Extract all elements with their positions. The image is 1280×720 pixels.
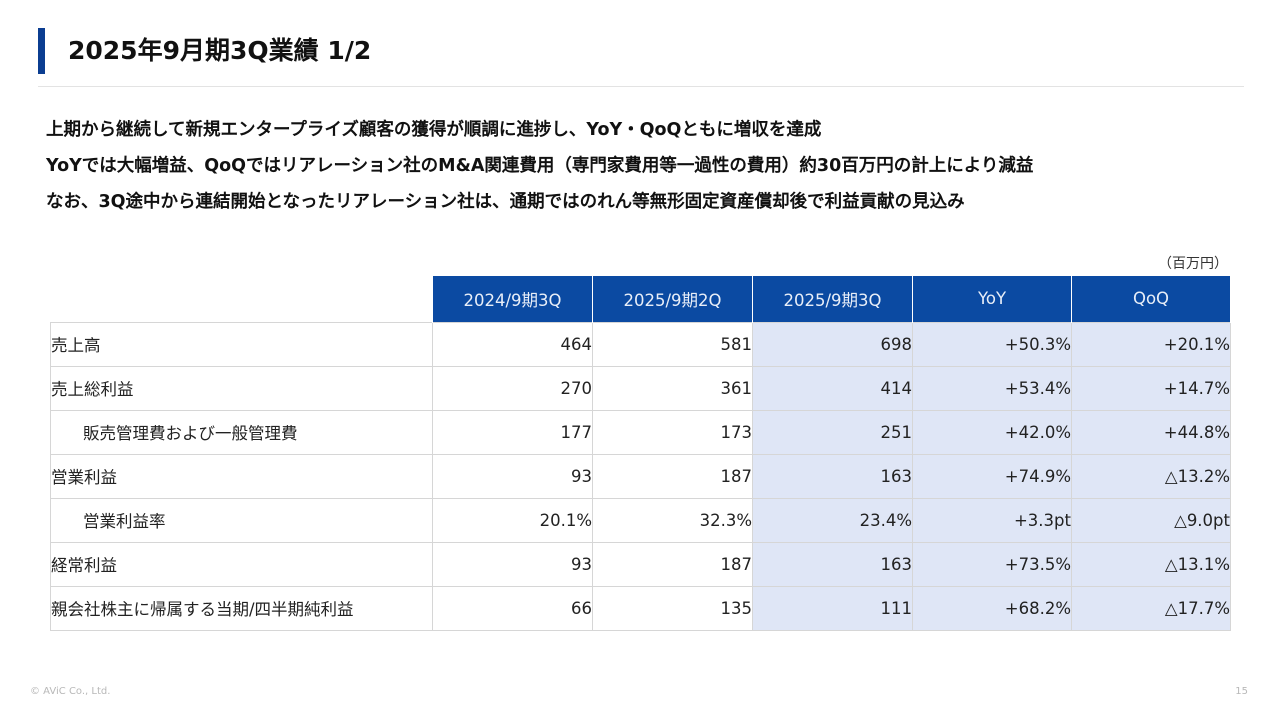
cell-2025-2q: 135 <box>592 585 753 631</box>
cell-yoy: +42.0% <box>912 409 1072 455</box>
cell-2025-2q: 173 <box>592 409 753 455</box>
cell-2025-2q: 187 <box>592 453 753 499</box>
cell-yoy: +50.3% <box>912 321 1072 367</box>
table-header-row: 2024/9期3Q 2025/9期2Q 2025/9期3Q YoY QoQ <box>51 276 1231 322</box>
cell-qoq: +14.7% <box>1071 365 1231 411</box>
page-title: 2025年9月期3Q業績 1/2 <box>68 36 372 65</box>
cell-2025-2q: 361 <box>592 365 753 411</box>
cell-2025-3q: 414 <box>752 365 913 411</box>
row-label: 親会社株主に帰属する当期/四半期純利益 <box>50 585 433 631</box>
cell-2025-3q: 111 <box>752 585 913 631</box>
cell-yoy: +73.5% <box>912 541 1072 587</box>
header-2025-2q: 2025/9期2Q <box>592 276 753 322</box>
cell-2025-3q: 698 <box>752 321 913 367</box>
row-label: 経常利益 <box>50 541 433 587</box>
summary-line-3: なお、3Q途中から連結開始となったリアレーション社は、通期ではのれん等無形固定資… <box>46 192 965 212</box>
cell-2025-2q: 187 <box>592 541 753 587</box>
cell-qoq: +20.1% <box>1071 321 1231 367</box>
cell-2025-3q: 163 <box>752 541 913 587</box>
row-label: 営業利益 <box>50 453 433 499</box>
cell-qoq: △17.7% <box>1071 585 1231 631</box>
title-accent-bar <box>38 28 45 74</box>
table-row: 販売管理費および一般管理費 177 173 251 +42.0% +44.8% <box>50 409 1231 455</box>
cell-2024-3q: 93 <box>432 453 593 499</box>
summary-line-2: YoYでは大幅増益、QoQではリアレーション社のM&A関連費用（専門家費用等一過… <box>46 156 1034 176</box>
row-label: 売上高 <box>50 321 433 367</box>
row-label: 販売管理費および一般管理費 <box>50 409 433 455</box>
cell-qoq: △9.0pt <box>1071 497 1231 543</box>
table-row: 売上高 464 581 698 +50.3% +20.1% <box>50 321 1231 367</box>
header-yoy: YoY <box>912 276 1072 322</box>
title-divider <box>38 86 1244 87</box>
page-number: 15 <box>1235 686 1248 697</box>
copyright-notice: © AViC Co., Ltd. <box>30 686 111 697</box>
header-blank-cell <box>51 276 433 322</box>
cell-yoy: +74.9% <box>912 453 1072 499</box>
cell-2025-2q: 32.3% <box>592 497 753 543</box>
cell-2024-3q: 270 <box>432 365 593 411</box>
cell-2024-3q: 177 <box>432 409 593 455</box>
cell-yoy: +53.4% <box>912 365 1072 411</box>
cell-2025-3q: 251 <box>752 409 913 455</box>
table-row: 売上総利益 270 361 414 +53.4% +14.7% <box>50 365 1231 411</box>
cell-2025-3q: 23.4% <box>752 497 913 543</box>
cell-yoy: +3.3pt <box>912 497 1072 543</box>
summary-line-1: 上期から継続して新規エンタープライズ顧客の獲得が順調に進捗し、YoY・QoQとも… <box>46 120 822 140</box>
cell-2024-3q: 66 <box>432 585 593 631</box>
table-row: 親会社株主に帰属する当期/四半期純利益 66 135 111 +68.2% △1… <box>50 585 1231 631</box>
cell-yoy: +68.2% <box>912 585 1072 631</box>
header-qoq: QoQ <box>1071 276 1231 322</box>
cell-2025-3q: 163 <box>752 453 913 499</box>
financial-results-table: 2024/9期3Q 2025/9期2Q 2025/9期3Q YoY QoQ 売上… <box>50 276 1231 631</box>
cell-2025-2q: 581 <box>592 321 753 367</box>
row-label: 営業利益率 <box>50 497 433 543</box>
summary-block: 上期から継続して新規エンタープライズ顧客の獲得が順調に進捗し、YoY・QoQとも… <box>46 112 1246 220</box>
cell-qoq: △13.2% <box>1071 453 1231 499</box>
cell-2024-3q: 20.1% <box>432 497 593 543</box>
cell-qoq: △13.1% <box>1071 541 1231 587</box>
cell-2024-3q: 93 <box>432 541 593 587</box>
header-2024-3q: 2024/9期3Q <box>432 276 593 322</box>
unit-label: （百万円） <box>1158 256 1228 272</box>
table-row: 営業利益 93 187 163 +74.9% △13.2% <box>50 453 1231 499</box>
cell-2024-3q: 464 <box>432 321 593 367</box>
table-row: 経常利益 93 187 163 +73.5% △13.1% <box>50 541 1231 587</box>
table-row: 営業利益率 20.1% 32.3% 23.4% +3.3pt △9.0pt <box>50 497 1231 543</box>
cell-qoq: +44.8% <box>1071 409 1231 455</box>
row-label: 売上総利益 <box>50 365 433 411</box>
header-2025-3q: 2025/9期3Q <box>752 276 913 322</box>
